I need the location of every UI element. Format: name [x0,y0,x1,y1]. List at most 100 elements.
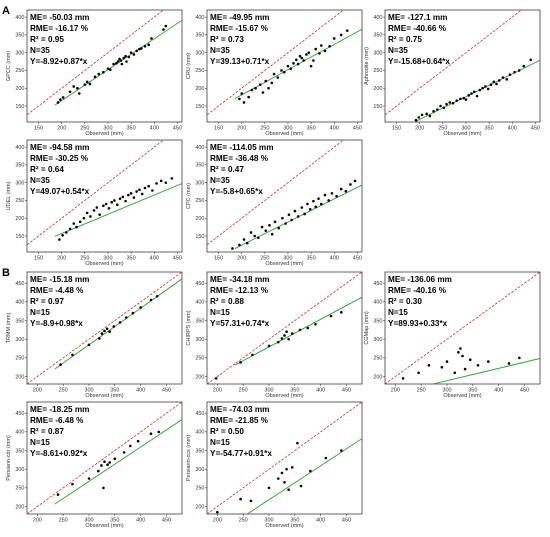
data-point [61,96,65,99]
panel-b1: 200 250 300 350 400 450 200 250 300 350 400 450 Obse… [6,271,183,399]
panel-a1: 150 200 250 300 350 400 450 150 200 250 300 350 400 O… [6,9,183,137]
y-tick-label: 250 [373,68,382,74]
x-tick-label: 450 [342,388,351,394]
x-tick-label: 300 [283,126,292,132]
data-point [108,461,111,464]
y-tick-label: 250 [195,68,204,74]
data-point [93,75,97,79]
x-tick-label: 200 [237,256,246,262]
data-point [270,81,274,85]
data-point [110,200,113,204]
data-point [122,56,126,60]
data-point [68,227,72,231]
data-point [298,54,302,58]
panel-a2: 150 200 250 300 350 400 450 150 200 250 300 350 400 O… [186,9,363,137]
data-point [468,358,472,362]
stat-line: N=35 [30,46,50,55]
x-tick-label: 350 [127,126,136,132]
data-point [77,92,81,95]
y-axis-label: TRMM (mm) [6,312,12,343]
data-point [135,49,138,53]
data-point [339,187,343,191]
fit-line [54,419,182,505]
x-tick-label: 200 [213,388,222,394]
data-point [300,56,304,60]
x-tick-label: 250 [417,388,426,394]
y-tick-label: 350 [15,33,24,39]
data-point [329,314,333,318]
fit-line [431,358,540,384]
data-point [97,72,101,76]
x-tick-label: 350 [110,518,119,524]
data-point [277,477,280,480]
data-point [420,113,424,117]
stat-line: N=15 [30,438,50,447]
data-point [440,365,444,369]
data-point [164,181,168,184]
x-tick-label: 350 [485,126,494,132]
y-tick-label: 250 [15,68,24,74]
plot-area [27,272,182,384]
data-point [136,439,140,443]
data-point [56,101,60,104]
y-tick-label: 400 [195,300,204,306]
data-point [335,194,338,198]
diagonal-line [207,140,345,246]
data-point [283,480,286,484]
x-tick-label: 250 [59,518,68,524]
fit-line [234,296,362,366]
data-point [282,70,286,74]
data-point [481,86,484,90]
data-point [72,222,76,225]
data-point [302,59,306,62]
plot-area [27,402,182,514]
data-point [464,98,468,101]
y-axis-label: CPC (mm) [186,183,192,209]
data-point [98,213,101,216]
data-point [264,79,268,83]
data-point [517,69,521,72]
data-point [339,33,343,37]
data-point [140,192,144,196]
data-point [103,329,106,333]
data-point [307,51,311,54]
y-axis-label: CGMap (mm) [364,311,370,344]
data-point [78,220,82,224]
data-point [139,47,143,50]
x-tick-label: 200 [57,256,66,262]
data-point [113,457,117,461]
y-tick-label: 300 [15,180,24,186]
x-axis-label: Observed (mm) [443,131,481,137]
data-point [131,311,135,315]
data-point [314,47,318,51]
x-tick-label: 450 [173,256,182,262]
data-point [125,60,128,63]
stat-line: R² = 0.97 [30,297,64,306]
data-point [149,298,153,302]
data-point [432,110,435,113]
data-point [290,218,293,222]
data-point [340,311,343,314]
data-point [281,216,284,220]
data-point [340,449,343,452]
data-point [442,106,446,110]
y-tick-label: 400 [373,15,382,21]
x-tick-label: 200 [33,518,42,524]
data-point [323,49,327,53]
x-tick-label: 450 [162,388,171,394]
data-point [285,467,288,471]
x-tick-label: 200 [391,388,400,394]
data-point [106,67,110,70]
data-point [68,90,72,94]
data-point [231,247,234,250]
data-point [100,464,103,467]
x-axis-label: Observed (mm) [443,393,481,399]
panel-a3: 150 200 250 300 350 400 450 150 200 250 300 350 400 O… [364,9,541,137]
data-point [277,226,281,230]
data-point [267,344,271,348]
data-point [155,294,159,298]
data-point [127,193,130,197]
data-point [296,215,300,218]
data-point [129,51,133,54]
data-point [56,493,60,496]
